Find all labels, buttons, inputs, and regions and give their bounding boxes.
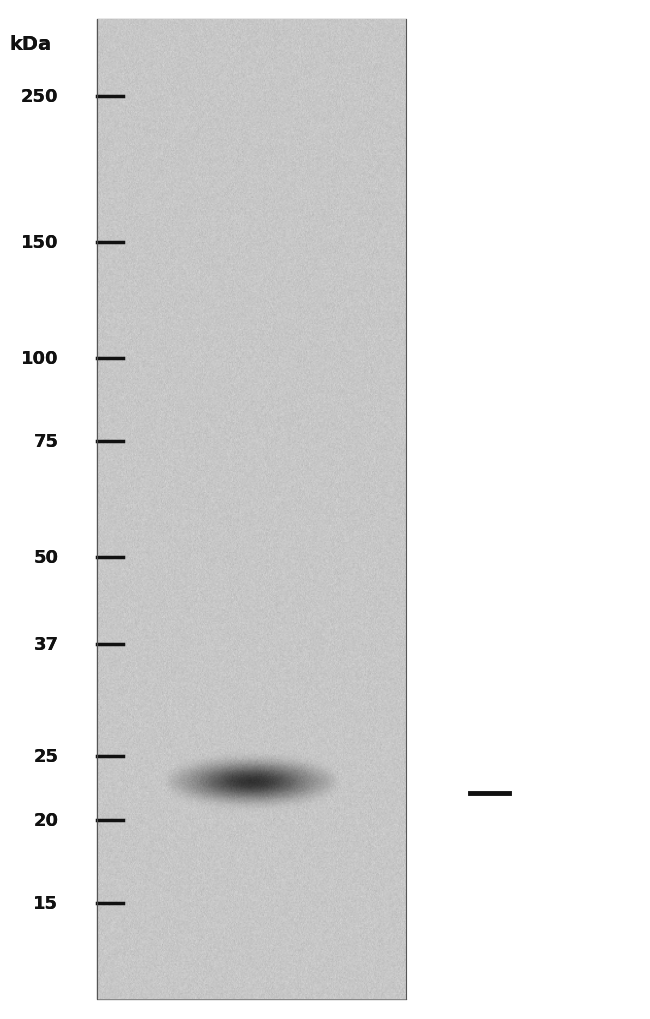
Text: 37: 37: [33, 635, 58, 653]
Text: 75: 75: [33, 432, 58, 450]
Text: kDa: kDa: [10, 35, 52, 54]
Text: 15: 15: [33, 894, 58, 912]
Text: 50: 50: [33, 548, 58, 567]
Text: 150: 150: [21, 233, 58, 252]
Text: 250: 250: [21, 88, 58, 105]
Text: 20: 20: [33, 811, 58, 829]
FancyBboxPatch shape: [406, 20, 650, 999]
Text: 150: 150: [21, 233, 58, 252]
Text: 15: 15: [33, 894, 58, 912]
Text: 50: 50: [33, 548, 58, 567]
Text: 25: 25: [33, 747, 58, 765]
Text: 37: 37: [33, 635, 58, 653]
Text: 75: 75: [33, 432, 58, 450]
Text: 100: 100: [21, 351, 58, 368]
Text: 250: 250: [21, 88, 58, 105]
Text: kDa: kDa: [10, 35, 52, 54]
Text: 100: 100: [21, 351, 58, 368]
Text: 25: 25: [33, 747, 58, 765]
Text: 20: 20: [33, 811, 58, 829]
FancyBboxPatch shape: [97, 20, 406, 999]
